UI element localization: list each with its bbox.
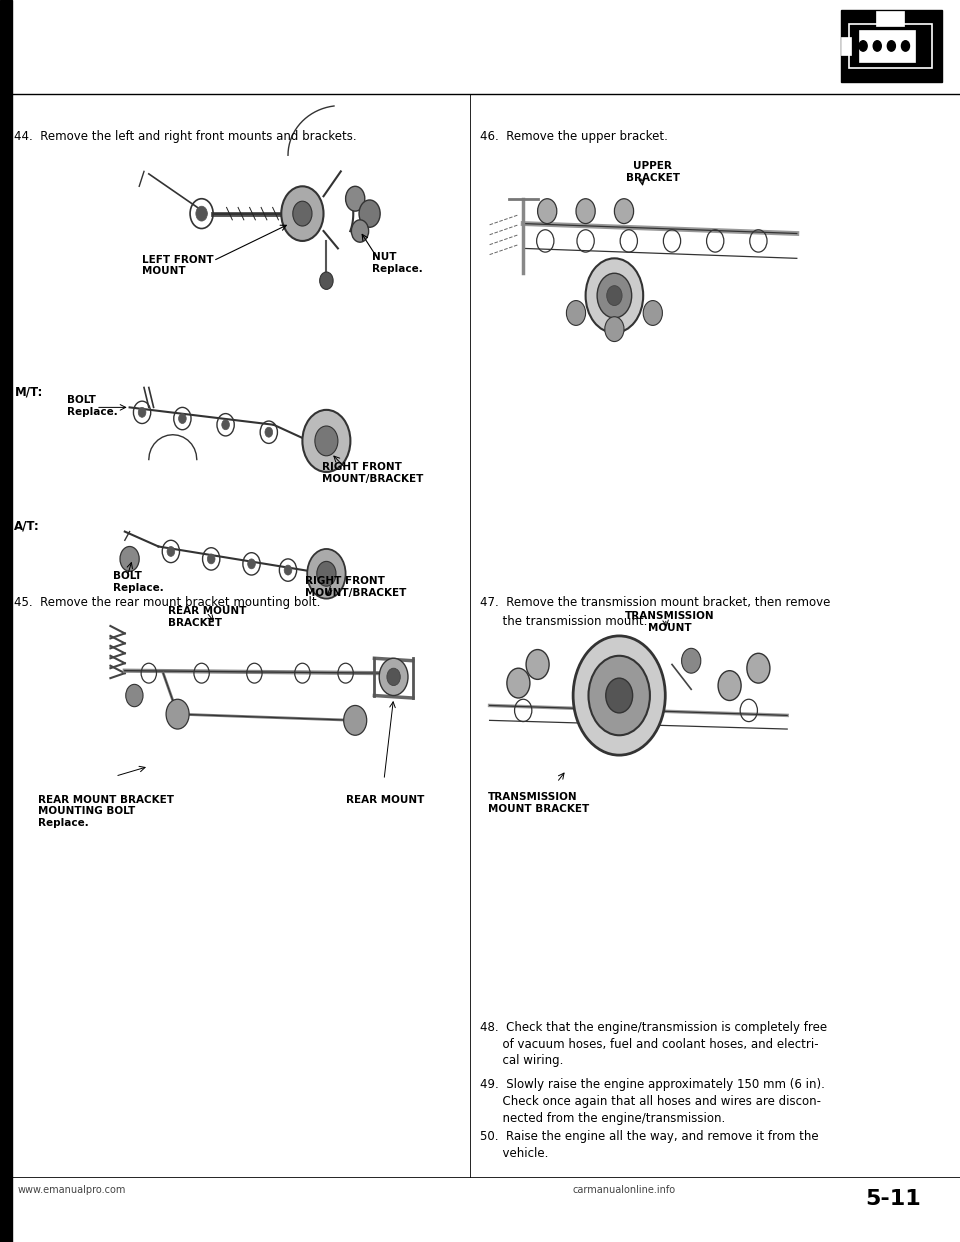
Bar — [841, 37, 851, 55]
Circle shape — [586, 258, 643, 333]
Text: 5-11: 5-11 — [865, 1189, 921, 1208]
Circle shape — [265, 427, 273, 437]
Text: 44.  Remove the left and right front mounts and brackets.: 44. Remove the left and right front moun… — [14, 130, 357, 143]
Text: TRANSMISSION
MOUNT BRACKET: TRANSMISSION MOUNT BRACKET — [488, 792, 588, 814]
Text: www.emanualpro.com: www.emanualpro.com — [17, 1185, 126, 1195]
Circle shape — [747, 653, 770, 683]
Circle shape — [607, 286, 622, 306]
Text: 50.  Raise the engine all the way, and remove it from the: 50. Raise the engine all the way, and re… — [480, 1130, 819, 1143]
Circle shape — [281, 186, 324, 241]
Circle shape — [718, 671, 741, 700]
Circle shape — [196, 206, 207, 221]
Text: NUT
Replace.: NUT Replace. — [372, 252, 423, 273]
Circle shape — [207, 554, 215, 564]
Text: 47.  Remove the transmission mount bracket, then remove: 47. Remove the transmission mount bracke… — [480, 596, 830, 609]
Circle shape — [573, 636, 665, 755]
Text: M/T:: M/T: — [14, 385, 43, 397]
Text: carmanualonline.info: carmanualonline.info — [572, 1185, 676, 1195]
Circle shape — [320, 272, 333, 289]
Bar — [841, 10, 942, 82]
Text: 49.  Slowly raise the engine approximately 150 mm (6 in).: 49. Slowly raise the engine approximatel… — [480, 1078, 825, 1090]
Text: vehicle.: vehicle. — [480, 1148, 548, 1160]
Circle shape — [387, 668, 400, 686]
Circle shape — [222, 420, 229, 430]
Circle shape — [166, 699, 189, 729]
Text: UPPER
BRACKET: UPPER BRACKET — [626, 161, 680, 183]
Bar — [0, 0, 12, 1242]
Text: the transmission mount.: the transmission mount. — [480, 615, 647, 627]
Circle shape — [643, 301, 662, 325]
Circle shape — [167, 546, 175, 556]
Text: RIGHT FRONT
MOUNT/BRACKET: RIGHT FRONT MOUNT/BRACKET — [305, 576, 407, 597]
Circle shape — [120, 546, 139, 571]
Bar — [876, 11, 904, 26]
Circle shape — [901, 41, 909, 51]
Text: TRANSMISSION
MOUNT: TRANSMISSION MOUNT — [625, 611, 715, 632]
Circle shape — [307, 549, 346, 599]
Text: LEFT FRONT
MOUNT: LEFT FRONT MOUNT — [142, 255, 214, 276]
Text: nected from the engine/transmission.: nected from the engine/transmission. — [480, 1112, 725, 1124]
Text: 48.  Check that the engine/transmission is completely free: 48. Check that the engine/transmission i… — [480, 1021, 828, 1033]
Circle shape — [874, 41, 881, 51]
Bar — [859, 30, 915, 62]
Circle shape — [344, 705, 367, 735]
Circle shape — [359, 200, 380, 227]
Bar — [849, 25, 931, 67]
Circle shape — [614, 199, 634, 224]
Circle shape — [293, 201, 312, 226]
Text: Check once again that all hoses and wires are discon-: Check once again that all hoses and wire… — [480, 1095, 821, 1108]
Circle shape — [682, 648, 701, 673]
Circle shape — [588, 656, 650, 735]
Circle shape — [606, 678, 633, 713]
Circle shape — [576, 199, 595, 224]
Circle shape — [538, 199, 557, 224]
Circle shape — [859, 41, 867, 51]
Circle shape — [317, 561, 336, 586]
Text: of vacuum hoses, fuel and coolant hoses, and electri-: of vacuum hoses, fuel and coolant hoses,… — [480, 1038, 819, 1051]
Circle shape — [597, 273, 632, 318]
Text: REAR MOUNT BRACKET
MOUNTING BOLT
Replace.: REAR MOUNT BRACKET MOUNTING BOLT Replace… — [38, 795, 175, 828]
Circle shape — [566, 301, 586, 325]
Circle shape — [887, 41, 896, 51]
Circle shape — [351, 220, 369, 242]
Text: 46.  Remove the upper bracket.: 46. Remove the upper bracket. — [480, 130, 668, 143]
Text: A/T:: A/T: — [14, 519, 40, 532]
Circle shape — [507, 668, 530, 698]
Circle shape — [284, 565, 292, 575]
Circle shape — [179, 414, 186, 424]
Circle shape — [605, 317, 624, 342]
Circle shape — [315, 426, 338, 456]
Text: cal wiring.: cal wiring. — [480, 1054, 564, 1067]
Circle shape — [302, 410, 350, 472]
Circle shape — [248, 559, 255, 569]
Text: REAR MOUNT: REAR MOUNT — [346, 795, 424, 805]
Circle shape — [126, 684, 143, 707]
Text: RIGHT FRONT
MOUNT/BRACKET: RIGHT FRONT MOUNT/BRACKET — [322, 462, 423, 483]
Text: REAR MOUNT
BRACKET: REAR MOUNT BRACKET — [168, 606, 247, 627]
Text: 45.  Remove the rear mount bracket mounting bolt.: 45. Remove the rear mount bracket mounti… — [14, 596, 321, 609]
Circle shape — [526, 650, 549, 679]
Circle shape — [379, 658, 408, 696]
Circle shape — [138, 407, 146, 417]
Text: BOLT
Replace.: BOLT Replace. — [113, 571, 164, 592]
Circle shape — [346, 186, 365, 211]
Text: BOLT
Replace.: BOLT Replace. — [67, 395, 118, 416]
